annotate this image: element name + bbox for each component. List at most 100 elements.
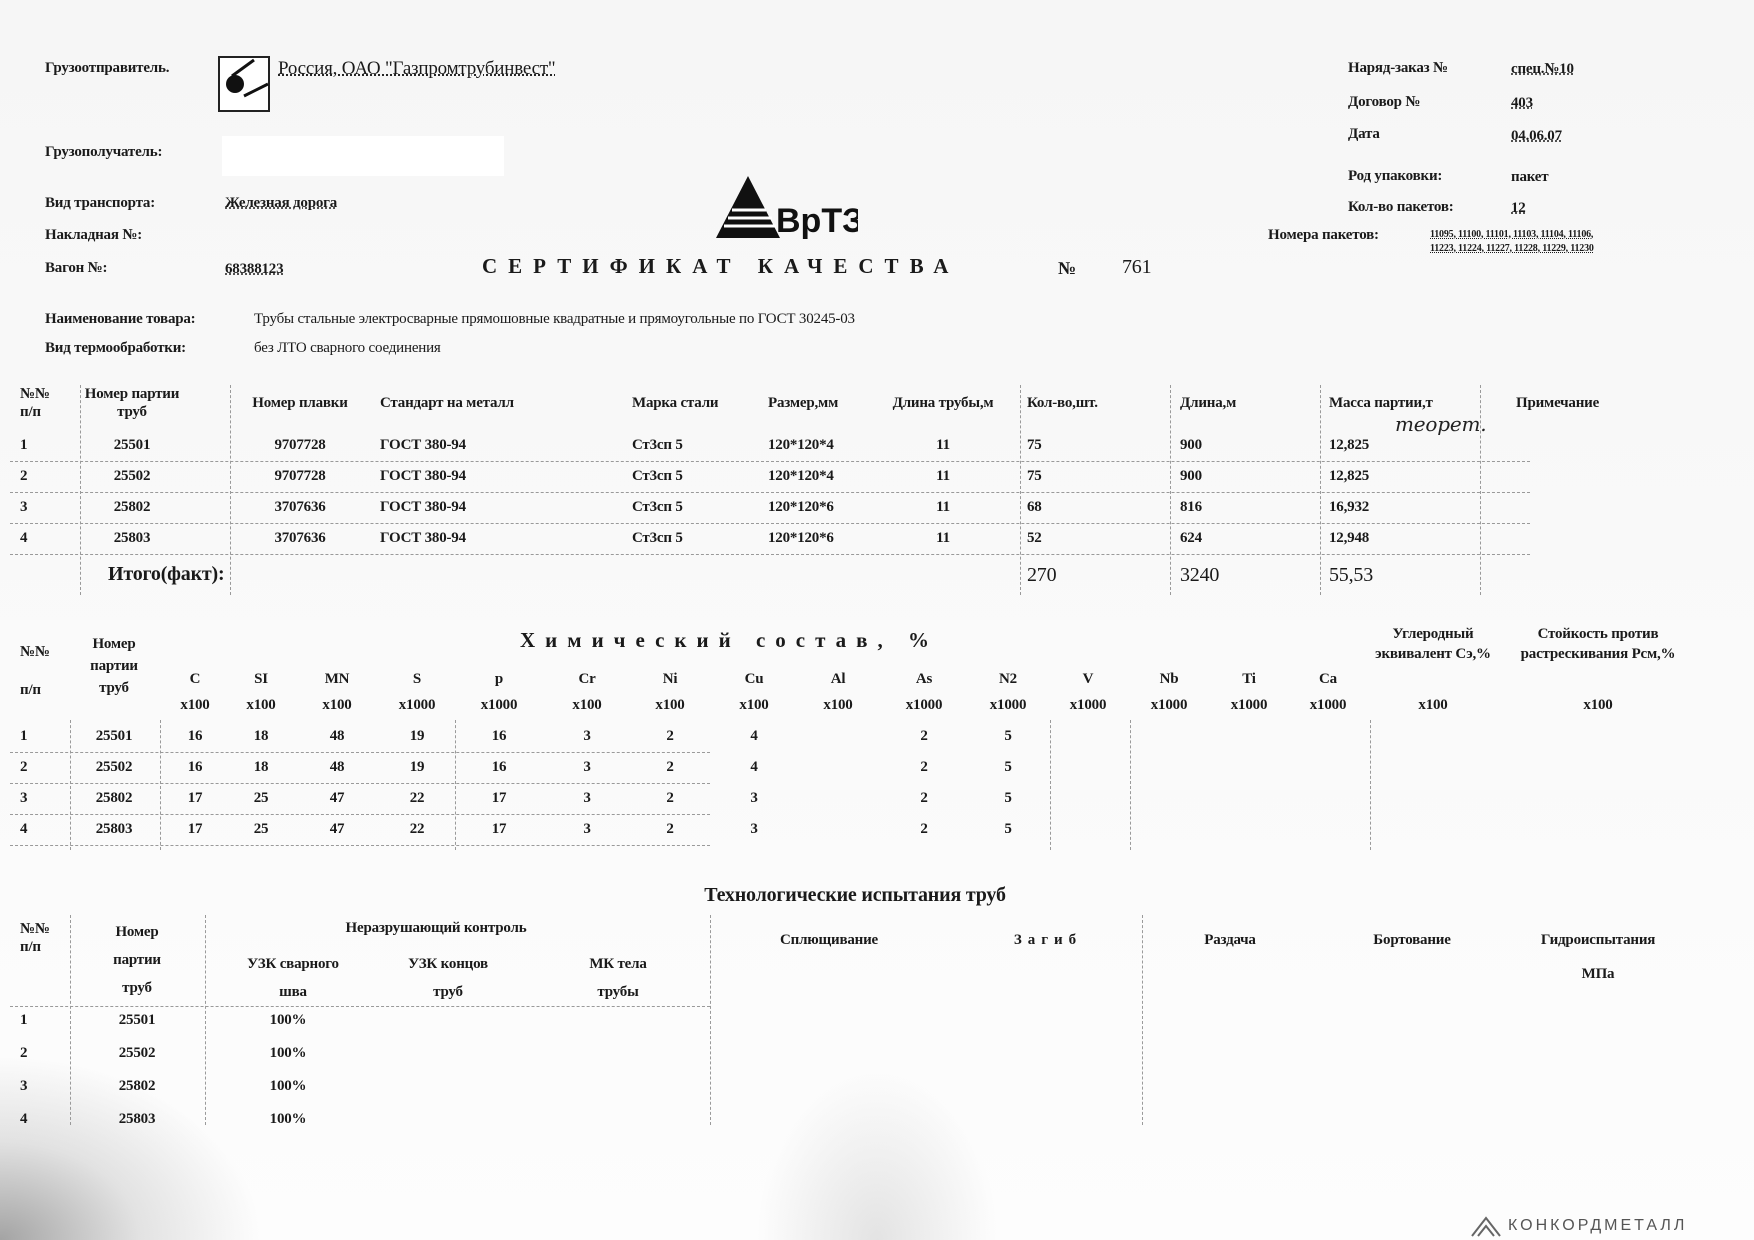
chem-row-divider (10, 845, 710, 846)
batch-cell: 624 (1180, 530, 1202, 546)
batch-cell: 52 (1027, 530, 1042, 546)
chem-column-divider (455, 720, 456, 850)
batch-header-cell: Номер плавки (252, 395, 348, 411)
tests-column-divider (710, 915, 711, 1125)
chem-cell: 18 (253, 728, 269, 744)
tests-column-divider (70, 915, 71, 1125)
ut-ends-header: УЗК концов труб (408, 956, 488, 1000)
batch-column-divider (1480, 385, 1481, 595)
element-multiplier: x100 (572, 697, 602, 713)
element-multiplier: x100 (823, 697, 853, 713)
batch-cell: 16,932 (1329, 499, 1370, 515)
shipper-label: Грузоотправитель. (45, 60, 170, 76)
flanging-header: Бортование (1373, 932, 1451, 948)
contract-label: Договор № (1348, 94, 1421, 110)
chem-column-divider (70, 720, 71, 850)
tests-row-number: 4 (20, 1111, 28, 1127)
tests-column-divider (1142, 915, 1143, 1125)
element-header: C (189, 671, 201, 687)
chem-cell: 5 (1004, 759, 1012, 775)
element-multiplier: x1000 (1309, 697, 1347, 713)
batch-header-cell: Примечание (1516, 395, 1600, 411)
batch-column-divider (1170, 385, 1171, 595)
chem-row-batch: 25803 (95, 821, 133, 837)
batch-cell: ГОСТ 380-94 (380, 468, 466, 484)
wagon-value: 68388123 (225, 261, 284, 277)
tests-row-batch: 25803 (118, 1111, 156, 1127)
batch-header-cell: Масса партии,т (1329, 395, 1433, 411)
batch-column-divider (1320, 385, 1321, 595)
consignee-label: Грузополучатель: (45, 144, 163, 160)
batch-cell: 11 (936, 530, 950, 546)
chem-cell: 2 (666, 759, 674, 775)
chem-row-batch: 25802 (95, 790, 133, 806)
batch-cell: 12,825 (1329, 468, 1370, 484)
chem-cell: 19 (409, 728, 425, 744)
chem-cell: 22 (409, 821, 425, 837)
chem-cell: 3 (750, 790, 758, 806)
chem-cell: 4 (750, 759, 758, 775)
package-numbers-line1: 11095, 11100, 11101, 11103, 11104, 11106… (1430, 229, 1594, 240)
element-header: p (494, 671, 504, 687)
total-quantity: 270 (1027, 564, 1057, 586)
element-header: MN (324, 671, 350, 687)
waybill-label: Накладная №: (45, 227, 142, 243)
batch-cell: 25802 (113, 499, 151, 515)
element-header: Ca (1319, 671, 1337, 687)
chem-cell: 2 (920, 728, 928, 744)
chem-cell: 5 (1004, 790, 1012, 806)
element-header: SI (254, 671, 268, 687)
batch-cell: 25502 (113, 468, 151, 484)
batch-cell: 25501 (113, 437, 151, 453)
total-length: 3240 (1180, 564, 1220, 586)
element-multiplier: x1000 (989, 697, 1027, 713)
heat-treatment-value: без ЛТО сварного соединения (254, 340, 441, 356)
chem-cell: 25 (253, 821, 269, 837)
packing-value: пакет (1511, 169, 1549, 185)
chem-cell: 3 (750, 821, 758, 837)
batch-cell: 900 (1180, 468, 1202, 484)
total-mass: 55,53 (1329, 564, 1374, 586)
element-multiplier: x1000 (398, 697, 436, 713)
chem-cell: 17 (187, 790, 203, 806)
batch-cell: 3707636 (274, 499, 326, 515)
batch-cell: 4 (20, 530, 28, 546)
date-label: Дата (1348, 126, 1380, 142)
hydro-header: Гидроиспытания (1540, 932, 1656, 948)
chem-cell: 47 (329, 821, 345, 837)
order-label: Наряд-заказ № (1348, 60, 1448, 76)
certificate-title: СЕРТИФИКАТ КАЧЕСТВА (482, 254, 960, 278)
chem-cell: 47 (329, 790, 345, 806)
carbon-equivalent-header: Углеродный эквивалент Сэ,% (1375, 626, 1491, 662)
chem-row-divider (10, 752, 710, 753)
tests-title: Технологические испытания труб (704, 884, 1006, 906)
heat-treatment-label: Вид термообработки: (45, 340, 186, 356)
product-name-value: Трубы стальные электросварные прямошовны… (254, 311, 855, 327)
batch-row-divider (10, 523, 1530, 524)
element-multiplier: x100 (739, 697, 769, 713)
chem-cell: 16 (491, 759, 507, 775)
batch-column-divider (230, 385, 231, 595)
batch-header-cell: Стандарт на металл (380, 395, 514, 411)
batch-cell: 12,948 (1329, 530, 1370, 546)
order-value: спец.№10 (1511, 61, 1574, 77)
batch-cell: 120*120*4 (768, 468, 834, 484)
batch-row-divider (10, 554, 1530, 555)
batch-cell: 9707728 (274, 437, 326, 453)
chem-column-divider (1130, 720, 1131, 850)
batch-cell: 25803 (113, 530, 151, 546)
batch-cell: 12,825 (1329, 437, 1370, 453)
batch-row-divider (10, 461, 1530, 462)
ut-weld-header: УЗК сварного шва (247, 956, 339, 1000)
batch-header-cell: Размер,мм (768, 395, 839, 411)
tests-row-number: 1 (20, 1012, 28, 1028)
chem-cell: 3 (583, 728, 591, 744)
batch-cell: 3 (20, 499, 28, 515)
batch-cell: ГОСТ 380-94 (380, 499, 466, 515)
chem-row-number: 2 (20, 759, 28, 775)
chem-cell: 19 (409, 759, 425, 775)
element-multiplier: x100 (322, 697, 352, 713)
chem-row-divider (10, 814, 710, 815)
batch-cell: Ст3сп 5 (632, 468, 683, 484)
